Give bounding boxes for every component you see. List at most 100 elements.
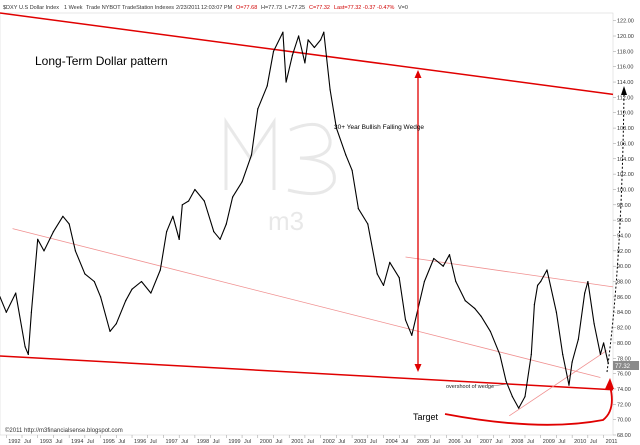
price-point bbox=[320, 39, 322, 41]
svg-text:m3: m3 bbox=[268, 206, 304, 236]
header-last: Last=77.32 -0.37 -0.47% bbox=[334, 5, 394, 11]
price-point bbox=[125, 300, 127, 302]
price-point bbox=[307, 39, 309, 41]
price-point bbox=[272, 50, 275, 52]
price-point bbox=[150, 292, 152, 294]
header-date: 2/23/2011 bbox=[176, 5, 200, 11]
x-tick-label: 2000 bbox=[260, 439, 272, 445]
y-tick-label: 82.00 bbox=[617, 326, 631, 332]
y-tick-label: 116.00 bbox=[617, 65, 633, 71]
price-point bbox=[30, 311, 33, 313]
price-point bbox=[584, 292, 586, 294]
y-tick-label: 118.00 bbox=[617, 49, 633, 55]
y-tick-label: 114.00 bbox=[617, 80, 633, 86]
header-symbol: $DXY bbox=[3, 5, 18, 11]
y-tick-label: 106.00 bbox=[617, 141, 634, 147]
y-tick-label: 76.00 bbox=[617, 372, 631, 378]
price-point bbox=[571, 361, 573, 363]
x-tick-label: Jul bbox=[244, 439, 251, 445]
y-tick-label: 74.00 bbox=[617, 387, 631, 393]
price-point bbox=[599, 353, 602, 356]
price-point bbox=[27, 353, 29, 356]
price-point bbox=[225, 223, 227, 225]
recent-resistance-line bbox=[405, 256, 614, 288]
y-tick-label: 80.00 bbox=[617, 341, 631, 347]
price-point bbox=[489, 330, 491, 333]
y-tick-label: 92.00 bbox=[617, 249, 631, 255]
x-tick-label: Jul bbox=[87, 439, 94, 445]
price-point bbox=[367, 223, 369, 225]
projection-arrow-head bbox=[621, 86, 627, 95]
y-tick-label: 108.00 bbox=[617, 126, 634, 132]
x-tick-label: 1999 bbox=[228, 439, 240, 445]
channel-line-upper-inner bbox=[12, 228, 601, 378]
price-point bbox=[530, 353, 532, 356]
price-point bbox=[213, 231, 215, 233]
price-point bbox=[52, 231, 55, 233]
x-tick-label: 1998 bbox=[197, 439, 209, 445]
header-interval: 1 Week bbox=[64, 5, 83, 11]
price-point bbox=[474, 307, 476, 309]
price-point bbox=[5, 311, 7, 313]
x-tick-label: Jul bbox=[370, 439, 377, 445]
price-point bbox=[172, 215, 174, 217]
x-tick-label: Jul bbox=[275, 439, 282, 445]
y-tick-label: 90.00 bbox=[617, 264, 631, 270]
recent-support-line bbox=[509, 350, 607, 417]
x-tick-label: 2003 bbox=[354, 439, 366, 445]
y-tick-label: 100.00 bbox=[617, 187, 634, 193]
x-tick-label: Jul bbox=[433, 439, 440, 445]
x-tick-label: Jul bbox=[338, 439, 345, 445]
header-time: 12:03:07 PM bbox=[201, 5, 233, 11]
header-low: L=77.25 bbox=[285, 5, 305, 11]
price-point bbox=[232, 196, 234, 198]
x-tick-label: 2004 bbox=[386, 439, 398, 445]
price-point bbox=[455, 280, 457, 283]
x-tick-label: Jul bbox=[118, 439, 125, 445]
price-point bbox=[109, 330, 111, 333]
price-point bbox=[442, 265, 444, 267]
price-point bbox=[181, 204, 183, 206]
price-point bbox=[0, 296, 1, 298]
y-tick-label: 96.00 bbox=[617, 218, 631, 224]
target-label: Target bbox=[413, 412, 439, 422]
price-point bbox=[159, 269, 161, 271]
price-point bbox=[398, 277, 400, 279]
price-point bbox=[24, 346, 26, 348]
price-point bbox=[194, 188, 196, 191]
y-tick-label: 84.00 bbox=[617, 310, 631, 316]
price-point bbox=[188, 200, 190, 202]
wedge-height-arrow bbox=[414, 70, 422, 372]
header-open: O=77.68 bbox=[236, 5, 257, 11]
price-point bbox=[282, 31, 284, 33]
price-series-line bbox=[0, 31, 609, 409]
overshoot-annotation: overshoot of wedge bbox=[446, 384, 494, 390]
price-point bbox=[74, 250, 77, 252]
price-point bbox=[351, 169, 353, 171]
price-point bbox=[568, 384, 570, 386]
header-description: U.S Dollar Index bbox=[19, 5, 59, 11]
price-point bbox=[250, 154, 253, 156]
x-tick-label: Jul bbox=[24, 439, 31, 445]
price-point bbox=[524, 396, 526, 398]
price-point bbox=[593, 323, 595, 325]
price-point bbox=[411, 334, 413, 336]
overshoot-pointer bbox=[491, 383, 509, 387]
x-tick-label: Jul bbox=[401, 439, 408, 445]
x-tick-label: Jul bbox=[590, 439, 597, 445]
y-tick-label: 122.00 bbox=[617, 19, 634, 25]
price-point bbox=[37, 238, 39, 240]
y-tick-label: 102.00 bbox=[617, 172, 634, 178]
price-point bbox=[499, 353, 501, 356]
price-point bbox=[15, 292, 17, 294]
last-price-label: 77.32 bbox=[615, 364, 631, 370]
x-tick-label: 2008 bbox=[511, 439, 523, 445]
wedge-annotation: 30+ Year Bullish Falling Wedge bbox=[334, 124, 424, 131]
price-point bbox=[376, 273, 378, 275]
x-tick-label: Jul bbox=[181, 439, 188, 445]
x-tick-label: 2009 bbox=[543, 439, 555, 445]
y-tick-label: 104.00 bbox=[617, 157, 634, 163]
x-tick-label: 2002 bbox=[323, 439, 335, 445]
price-point bbox=[313, 46, 315, 49]
x-tick-label: Jul bbox=[496, 439, 503, 445]
